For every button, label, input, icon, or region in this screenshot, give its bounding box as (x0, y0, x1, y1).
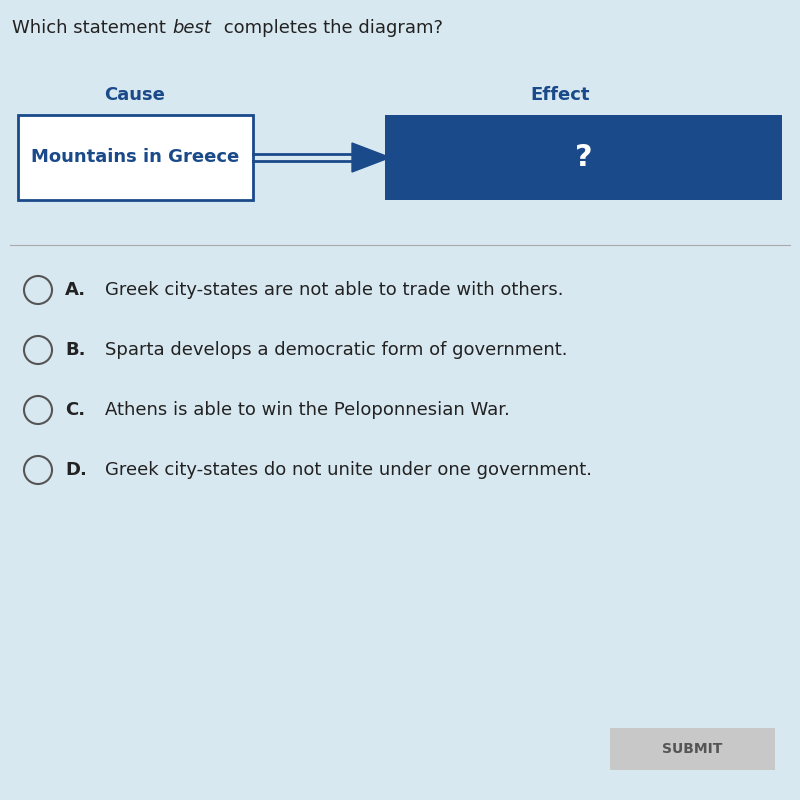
FancyBboxPatch shape (610, 728, 775, 770)
FancyBboxPatch shape (385, 115, 782, 200)
Text: A.: A. (65, 281, 86, 299)
Text: Greek city-states are not able to trade with others.: Greek city-states are not able to trade … (105, 281, 563, 299)
Text: SUBMIT: SUBMIT (662, 742, 722, 756)
Text: ?: ? (574, 143, 592, 172)
Text: best: best (172, 19, 211, 37)
Text: Athens is able to win the Peloponnesian War.: Athens is able to win the Peloponnesian … (105, 401, 510, 419)
Text: Cause: Cause (105, 86, 166, 104)
Text: D.: D. (65, 461, 87, 479)
Text: Greek city-states do not unite under one government.: Greek city-states do not unite under one… (105, 461, 592, 479)
FancyBboxPatch shape (18, 115, 253, 200)
Text: Mountains in Greece: Mountains in Greece (31, 149, 239, 166)
Polygon shape (352, 143, 390, 172)
Text: B.: B. (65, 341, 86, 359)
Text: Which statement: Which statement (12, 19, 172, 37)
Text: C.: C. (65, 401, 85, 419)
Text: completes the diagram?: completes the diagram? (218, 19, 443, 37)
Text: Effect: Effect (530, 86, 590, 104)
Text: Sparta develops a democratic form of government.: Sparta develops a democratic form of gov… (105, 341, 567, 359)
